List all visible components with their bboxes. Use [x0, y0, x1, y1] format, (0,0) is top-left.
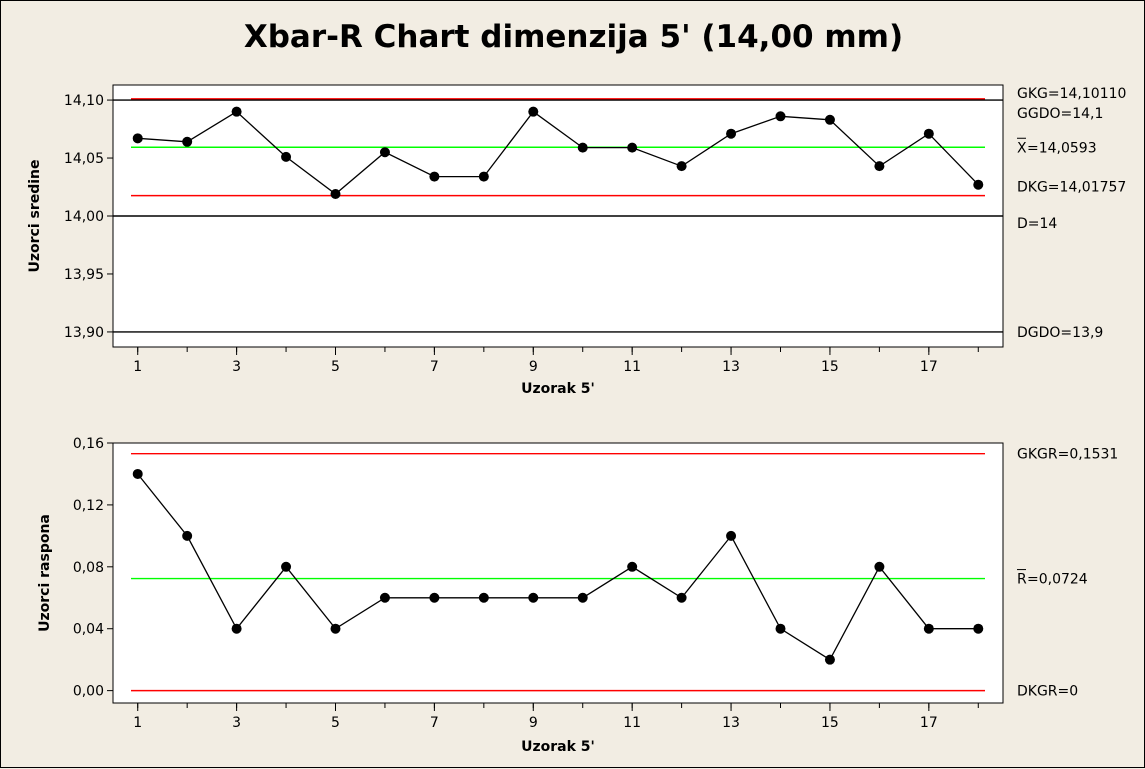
- data-point: [281, 562, 291, 572]
- data-point: [528, 593, 538, 603]
- y-tick-label: 0,12: [73, 498, 104, 514]
- data-point: [528, 107, 538, 117]
- plot-area: [113, 443, 1003, 703]
- data-point: [331, 189, 341, 199]
- data-point: [825, 655, 835, 665]
- x-axis-title: Uzorak 5': [521, 381, 595, 397]
- y-axis-title: Uzorci raspona: [37, 514, 53, 632]
- data-point: [874, 161, 884, 171]
- ref-label: GGDO=14,1: [1017, 106, 1103, 122]
- data-point: [578, 143, 588, 153]
- ref-label: GKGR=0,1531: [1017, 447, 1118, 463]
- data-point: [182, 531, 192, 541]
- data-point: [331, 624, 341, 634]
- data-point: [232, 624, 242, 634]
- x-tick-label: 9: [529, 715, 538, 731]
- x-tick-label: 17: [920, 715, 938, 731]
- ref-label: DGDO=13,9: [1017, 325, 1103, 341]
- ref-label: GKG=14,10110: [1017, 86, 1126, 102]
- data-point: [973, 180, 983, 190]
- ref-symbol: R: [1017, 572, 1027, 588]
- y-tick-label: 13,95: [64, 267, 104, 283]
- data-point: [479, 593, 489, 603]
- x-tick-label: 1: [133, 715, 142, 731]
- x-tick-label: 17: [920, 359, 938, 375]
- y-tick-label: 0,04: [73, 622, 104, 638]
- data-point: [281, 152, 291, 162]
- data-point: [182, 137, 192, 147]
- data-point: [380, 147, 390, 157]
- x-axis-title: Uzorak 5': [521, 739, 595, 755]
- y-tick-label: 14,05: [64, 151, 104, 167]
- data-point: [924, 129, 934, 139]
- data-point: [973, 624, 983, 634]
- data-point: [825, 115, 835, 125]
- x-tick-label: 5: [331, 715, 340, 731]
- data-point: [677, 593, 687, 603]
- y-tick-label: 0,16: [73, 436, 104, 452]
- x-tick-label: 13: [722, 715, 740, 731]
- ref-label: D=14: [1017, 216, 1057, 232]
- ref-label: =0,0724: [1027, 572, 1088, 588]
- data-point: [133, 469, 143, 479]
- data-point: [133, 133, 143, 143]
- data-point: [479, 172, 489, 182]
- data-point: [874, 562, 884, 572]
- x-tick-label: 11: [623, 359, 641, 375]
- data-point: [429, 172, 439, 182]
- y-tick-label: 13,90: [64, 325, 104, 341]
- ref-label: DKGR=0: [1017, 684, 1078, 700]
- ref-symbol: X: [1017, 140, 1027, 156]
- x-tick-label: 13: [722, 359, 740, 375]
- x-tick-label: 11: [623, 715, 641, 731]
- data-point: [726, 531, 736, 541]
- ref-label: =14,0593: [1027, 140, 1097, 156]
- data-point: [924, 624, 934, 634]
- x-tick-label: 15: [821, 715, 839, 731]
- y-tick-label: 14,10: [64, 93, 104, 109]
- data-point: [776, 624, 786, 634]
- y-axis-title: Uzorci sredine: [27, 159, 43, 272]
- x-tick-label: 9: [529, 359, 538, 375]
- x-tick-label: 7: [430, 359, 439, 375]
- x-tick-label: 1: [133, 359, 142, 375]
- data-point: [677, 161, 687, 171]
- x-tick-label: 3: [232, 359, 241, 375]
- y-tick-label: 0,00: [73, 684, 104, 700]
- x-tick-label: 5: [331, 359, 340, 375]
- data-point: [627, 562, 637, 572]
- data-point: [232, 107, 242, 117]
- data-point: [627, 143, 637, 153]
- x-tick-label: 3: [232, 715, 241, 731]
- y-tick-label: 0,08: [73, 560, 104, 576]
- data-point: [776, 111, 786, 121]
- data-point: [726, 129, 736, 139]
- data-point: [578, 593, 588, 603]
- data-point: [380, 593, 390, 603]
- x-tick-label: 15: [821, 359, 839, 375]
- x-tick-label: 7: [430, 715, 439, 731]
- y-tick-label: 14,00: [64, 209, 104, 225]
- ref-label: DKG=14,01757: [1017, 180, 1126, 196]
- panel-range: 0,160,120,080,040,001 3 5 7 9 11 13 15 17GKGR=0,…: [37, 436, 1118, 755]
- data-point: [429, 593, 439, 603]
